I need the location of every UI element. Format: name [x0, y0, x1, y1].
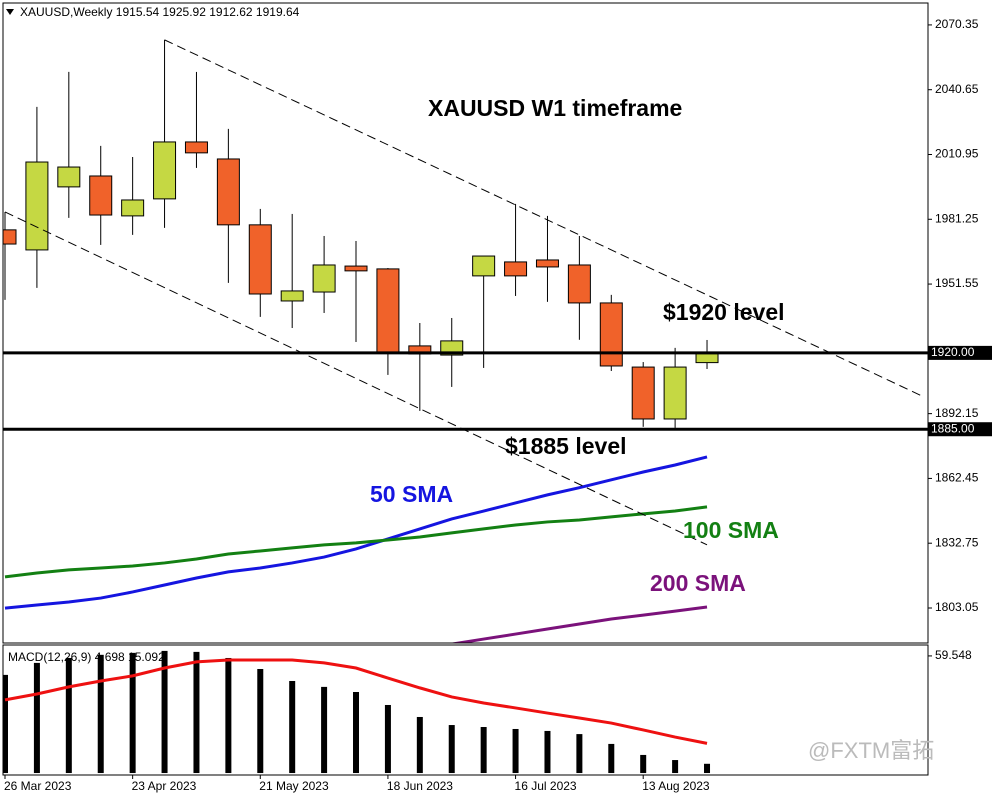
x-tick-label: 26 Mar 2023 [4, 779, 72, 793]
macd-bar [225, 657, 232, 774]
macd-bar [289, 680, 296, 774]
level-tag-label: 1885.00 [931, 421, 975, 435]
candle-body [376, 268, 400, 353]
candle-body [504, 261, 528, 277]
candle-body [663, 366, 687, 420]
signal-line [4, 658, 708, 745]
watermark: @FXTM富拓 [808, 738, 934, 763]
price-plot [3, 39, 928, 643]
macd-bar [353, 692, 360, 774]
macd-bar [416, 716, 423, 774]
candle-body [280, 290, 304, 302]
candle-body [631, 366, 655, 420]
x-tick-label: 23 Apr 2023 [132, 779, 197, 793]
y-tick-label: 1981.25 [935, 211, 979, 225]
sma-label: 200 SMA [650, 570, 746, 596]
symbol-header: XAUUSD,Weekly 1915.54 1925.92 1912.62 19… [20, 5, 300, 19]
overlay: 2070.35 2040.65 2010.95 1981.25 1951.55 1892.… [4, 17, 992, 793]
macd-bar [384, 704, 391, 774]
level-tag [928, 422, 992, 437]
x-tick-label: 16 Jul 2023 [515, 779, 577, 793]
macd-bar [704, 763, 711, 774]
macd-bar [129, 652, 136, 774]
macd-bar [448, 725, 455, 774]
macd-bar [193, 651, 200, 774]
candle-body [567, 264, 591, 304]
candle-body [312, 264, 336, 293]
menu-triangle[interactable] [6, 9, 14, 15]
sma-label: 100 SMA [683, 517, 779, 543]
candle-body [3, 229, 17, 245]
macd-bar [161, 650, 168, 774]
level-tag [928, 345, 992, 360]
y-tick-label: 1862.45 [935, 471, 979, 485]
macd-bar [672, 760, 679, 774]
x-tick-label: 13 Aug 2023 [642, 779, 710, 793]
candle-body [153, 141, 177, 200]
y-tick-label: 2010.95 [935, 147, 979, 161]
x-tick-label: 18 Jun 2023 [387, 779, 453, 793]
macd-bar [65, 657, 72, 774]
annotation: $1885 level [505, 433, 627, 459]
sma-line [451, 605, 708, 643]
macd-bar [544, 730, 551, 774]
y-tick-label: 2070.35 [935, 17, 979, 31]
macd-bar [480, 727, 487, 774]
macd-label: MACD(12,26,9) 4.698 15.092 [8, 650, 165, 664]
sma-line [4, 455, 708, 610]
candle-body [25, 161, 49, 251]
chart-title: XAUUSD W1 timeframe [428, 95, 682, 121]
sma-line [4, 505, 708, 579]
candle-body [216, 158, 240, 226]
macd-bar [321, 686, 328, 774]
y-tick-label: 1951.55 [935, 276, 979, 290]
macd-bar [608, 743, 615, 774]
macd-bar [33, 662, 40, 774]
macd-bar [257, 668, 264, 774]
y-tick-label: 1803.05 [935, 600, 979, 614]
y-tick-label: 1832.75 [935, 535, 979, 549]
macd-bar [512, 728, 519, 774]
candle-body [344, 265, 368, 272]
macd-bar [576, 734, 583, 774]
macd-bar [640, 754, 647, 774]
candle-body [89, 175, 113, 216]
candle-body [535, 259, 559, 268]
level-tag-label: 1920.00 [931, 345, 975, 359]
annotation: $1920 level [663, 299, 785, 325]
macd-plot [3, 650, 711, 774]
candle-body [184, 141, 208, 154]
candle-body [695, 353, 719, 364]
candle-body [121, 199, 145, 217]
candle-body [248, 224, 272, 295]
trend-line [4, 211, 708, 546]
macd-bar [97, 654, 104, 774]
y-tick-label: 2040.65 [935, 82, 979, 96]
x-tick-label: 21 May 2023 [259, 779, 329, 793]
macd-bar [3, 674, 8, 774]
macd-tick-label: 59.548 [935, 648, 972, 662]
candle-body [472, 255, 496, 277]
y-tick-label: 1892.15 [935, 406, 979, 420]
macd-panel-frame [2, 644, 929, 776]
price-panel-frame [2, 2, 929, 644]
candle-body [599, 302, 623, 367]
sma-label: 50 SMA [370, 481, 453, 507]
candle-body [57, 166, 81, 188]
